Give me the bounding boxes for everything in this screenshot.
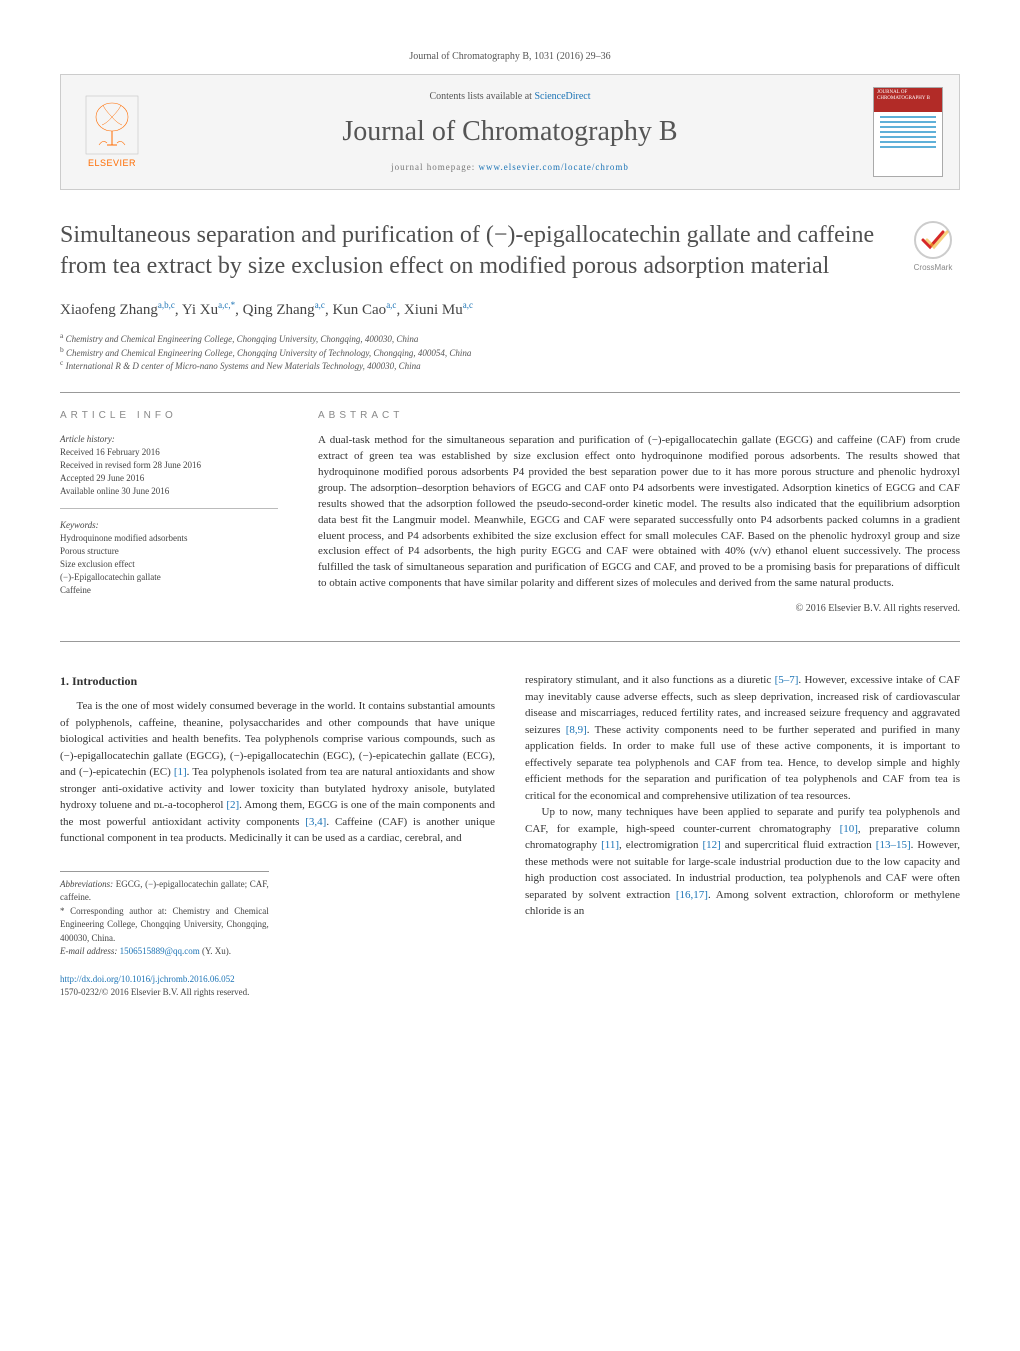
journal-name: Journal of Chromatography B [167, 112, 853, 151]
affiliations: a Chemistry and Chemical Engineering Col… [60, 333, 960, 374]
masthead-center: Contents lists available at ScienceDirec… [167, 90, 853, 174]
corresponding-author-line: * Corresponding author at: Chemistry and… [60, 905, 269, 946]
journal-homepage-line: journal homepage: www.elsevier.com/locat… [167, 161, 853, 174]
author: Xiaofeng Zhanga,b,c [60, 302, 175, 318]
footnotes: Abbreviations: EGCG, (−)-epigallocatechi… [60, 871, 269, 959]
contents-prefix: Contents lists available at [429, 91, 534, 102]
author: Xiuni Mua,c [404, 302, 473, 318]
crossmark-icon [913, 220, 953, 260]
divider [60, 641, 960, 642]
homepage-prefix: journal homepage: [391, 162, 478, 172]
body-column-right: respiratory stimulant, and it also funct… [525, 672, 960, 1000]
author: Yi Xua,c,* [182, 302, 235, 318]
history-line: Available online 30 June 2016 [60, 485, 278, 498]
citation-link[interactable]: [8,9] [566, 724, 587, 736]
contents-available-line: Contents lists available at ScienceDirec… [167, 90, 853, 104]
keyword: Porous structure [60, 545, 278, 558]
elsevier-logo: ELSEVIER [77, 92, 147, 172]
copyright-line: © 2016 Elsevier B.V. All rights reserved… [318, 602, 960, 616]
article-info-column: ARTICLE INFO Article history: Received 1… [60, 409, 278, 618]
author: Kun Caoa,c [332, 302, 396, 318]
citation-link[interactable]: [5–7] [775, 674, 799, 686]
history-block: Article history: Received 16 February 20… [60, 433, 278, 509]
author: Qing Zhanga,c [243, 302, 325, 318]
affiliation: c International R & D center of Micro-na… [60, 360, 960, 374]
cover-title: JOURNAL OF CHROMATOGRAPHY B [874, 88, 942, 112]
citation-link[interactable]: [13–15] [876, 839, 911, 851]
body-paragraph: Up to now, many techniques have been app… [525, 804, 960, 920]
email-line: E-mail address: 1506515889@qq.com (Y. Xu… [60, 945, 269, 959]
sciencedirect-link[interactable]: ScienceDirect [534, 91, 590, 102]
divider [60, 392, 960, 393]
citation-link[interactable]: [12] [702, 839, 720, 851]
author-list: Xiaofeng Zhanga,b,c, Yi Xua,c,*, Qing Zh… [60, 300, 960, 321]
running-header: Journal of Chromatography B, 1031 (2016)… [60, 50, 960, 64]
history-label: Article history: [60, 433, 278, 446]
keywords-block: Keywords: Hydroquinone modified adsorben… [60, 519, 278, 607]
homepage-link[interactable]: www.elsevier.com/locate/chromb [479, 162, 629, 172]
abstract-column: ABSTRACT A dual-task method for the simu… [318, 409, 960, 618]
affiliation: a Chemistry and Chemical Engineering Col… [60, 333, 960, 347]
keyword: Caffeine [60, 584, 278, 597]
body-paragraph: Tea is the one of most widely consumed b… [60, 698, 495, 847]
body-two-column: 1. Introduction Tea is the one of most w… [60, 672, 960, 1000]
affiliation: b Chemistry and Chemical Engineering Col… [60, 347, 960, 361]
citation-link[interactable]: [16,17] [676, 889, 708, 901]
abstract-heading: ABSTRACT [318, 409, 960, 423]
email-link[interactable]: 1506515889@qq.com [120, 946, 200, 956]
body-paragraph: respiratory stimulant, and it also funct… [525, 672, 960, 804]
citation-link[interactable]: [3,4] [305, 816, 326, 828]
history-line: Received 16 February 2016 [60, 446, 278, 459]
crossmark-label: CrossMark [914, 263, 953, 272]
crossmark-badge[interactable]: CrossMark [906, 220, 960, 273]
article-info-heading: ARTICLE INFO [60, 409, 278, 423]
history-line: Accepted 29 June 2016 [60, 472, 278, 485]
cover-lines-icon [874, 112, 942, 155]
citation-link[interactable]: [1] [174, 766, 187, 778]
citation-link[interactable]: [2] [226, 799, 239, 811]
doi-link[interactable]: http://dx.doi.org/10.1016/j.jchromb.2016… [60, 974, 235, 984]
citation-link[interactable]: [11] [601, 839, 619, 851]
body-column-left: 1. Introduction Tea is the one of most w… [60, 672, 495, 1000]
keyword: (−)-Epigallocatechin gallate [60, 571, 278, 584]
doi-block: http://dx.doi.org/10.1016/j.jchromb.2016… [60, 973, 495, 1000]
abbreviations-line: Abbreviations: EGCG, (−)-epigallocatechi… [60, 878, 269, 905]
abstract-text: A dual-task method for the simultaneous … [318, 433, 960, 592]
masthead: ELSEVIER Contents lists available at Sci… [60, 74, 960, 190]
history-line: Received in revised form 28 June 2016 [60, 459, 278, 472]
section-heading: 1. Introduction [60, 672, 495, 690]
article-title: Simultaneous separation and purification… [60, 220, 906, 282]
citation-link[interactable]: [10] [840, 823, 858, 835]
keywords-label: Keywords: [60, 519, 278, 532]
keyword: Size exclusion effect [60, 558, 278, 571]
elsevier-tree-icon [85, 95, 139, 155]
elsevier-wordmark: ELSEVIER [88, 157, 136, 170]
keyword: Hydroquinone modified adsorbents [60, 532, 278, 545]
issn-copyright-line: 1570-0232/© 2016 Elsevier B.V. All right… [60, 986, 495, 1000]
journal-cover-thumbnail: JOURNAL OF CHROMATOGRAPHY B [873, 87, 943, 177]
